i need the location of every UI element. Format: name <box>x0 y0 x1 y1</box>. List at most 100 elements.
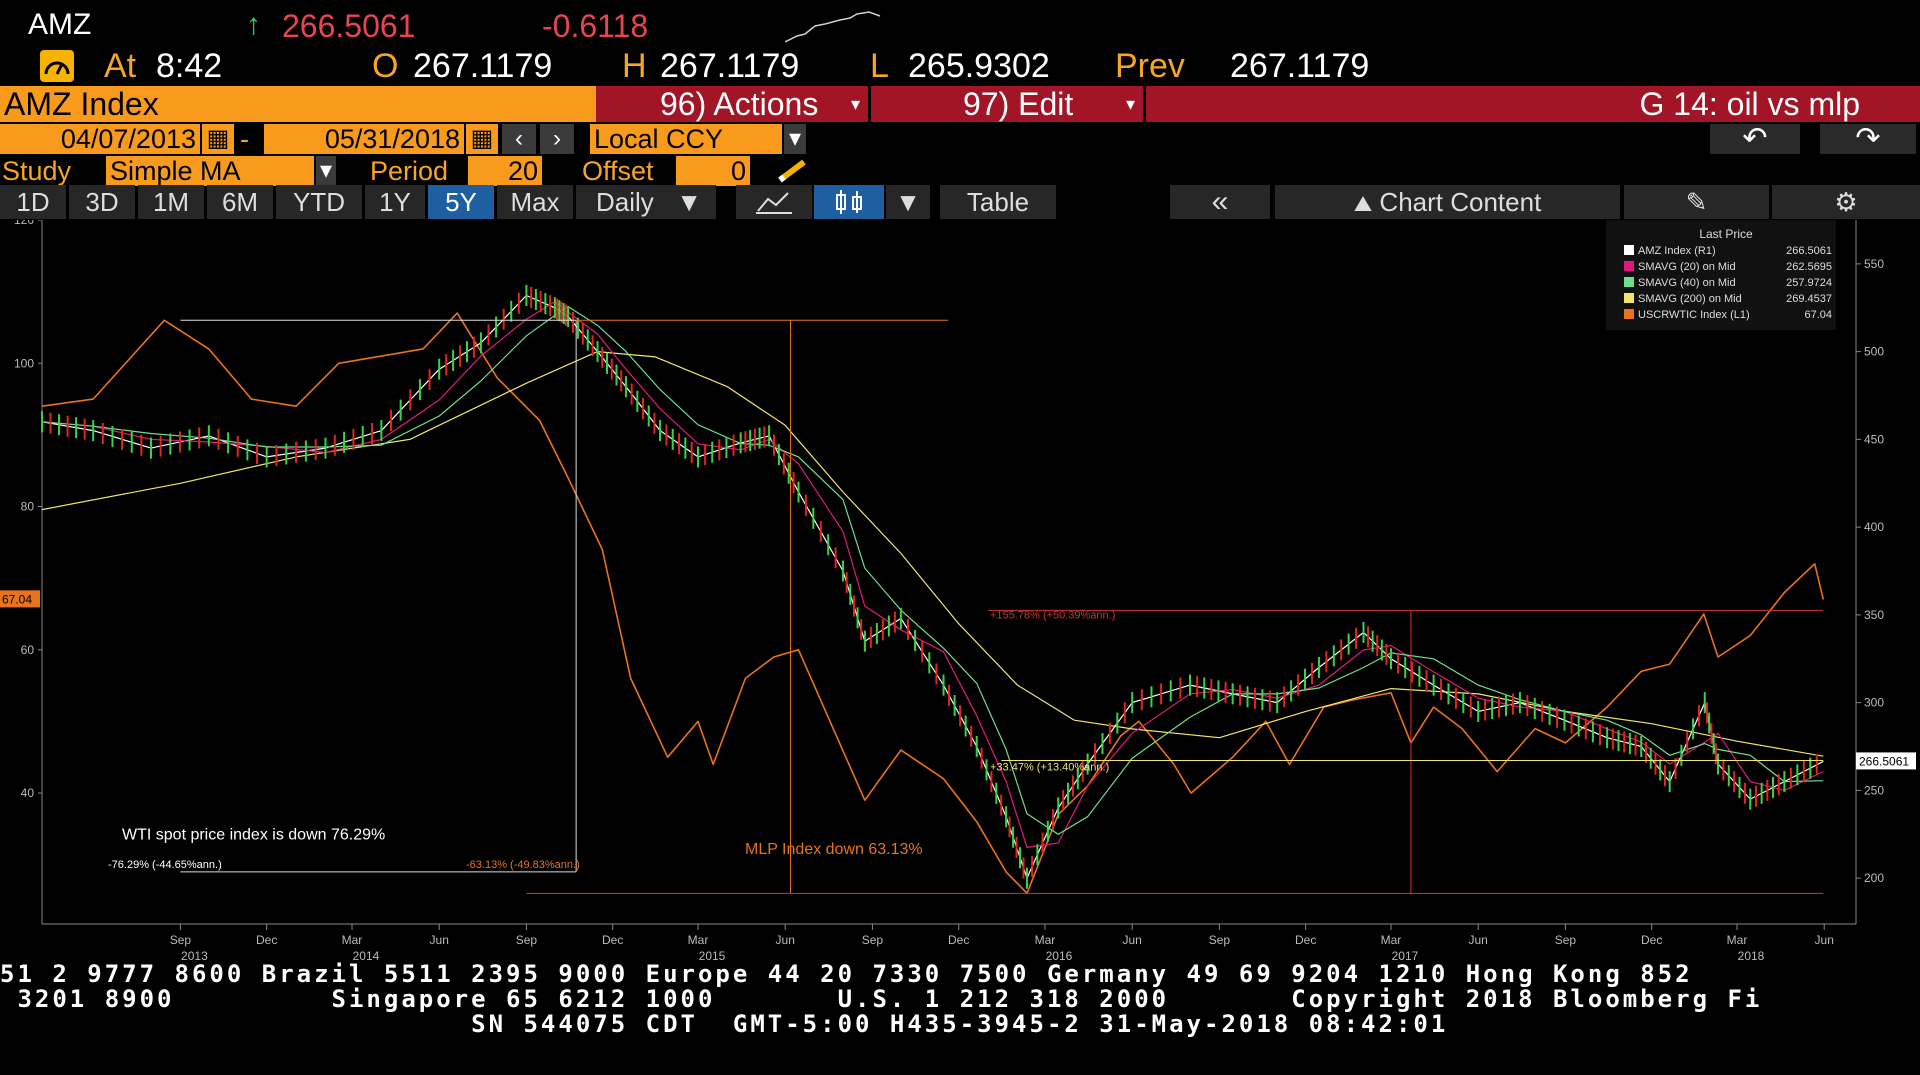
table-button[interactable]: Table <box>940 185 1056 219</box>
chevron-down-icon[interactable]: ▼ <box>886 185 930 219</box>
open-label: O <box>372 47 399 85</box>
x-tick-label: Mar <box>1381 933 1402 947</box>
edit-chart-icon[interactable]: ✎ <box>1624 185 1769 219</box>
actions-label: 96) Actions <box>660 86 819 122</box>
double-chevron-left-icon[interactable]: « <box>1170 185 1270 219</box>
legend-item-value: 257.9724 <box>1786 277 1832 289</box>
gauge-icon[interactable] <box>40 50 74 82</box>
x-tick-label: Sep <box>516 933 538 947</box>
right-tick-label: 350 <box>1864 608 1884 622</box>
chevron-right-icon[interactable]: › <box>540 124 574 154</box>
line-chart-icon[interactable] <box>736 185 812 219</box>
tab-ytd[interactable]: YTD <box>276 185 362 219</box>
pencil-icon[interactable] <box>776 156 810 184</box>
legend-box <box>1606 220 1836 330</box>
tab-1y[interactable]: 1Y <box>365 185 425 219</box>
mlp-pct-label: -63.13% (-49.83%ann.) <box>466 859 580 871</box>
chart-content-label: Chart Content <box>1379 187 1542 217</box>
left-last-label: 67.04 <box>2 592 32 606</box>
smavg-200-line <box>41 351 1824 757</box>
chart-content-button[interactable]: ⛰ Chart Content <box>1275 185 1620 219</box>
legend-swatch <box>1624 293 1634 303</box>
right-last-label: 266.5061 <box>1859 754 1909 768</box>
security-field[interactable]: AMZ Index <box>0 86 597 122</box>
low-label: L <box>870 47 889 85</box>
x-year-label: 2015 <box>699 949 726 960</box>
tab-1m[interactable]: 1M <box>138 185 204 219</box>
study-select[interactable]: Simple MA <box>106 156 314 186</box>
left-tick-label: 60 <box>21 643 35 657</box>
frequency-select[interactable]: Daily ▼ <box>576 185 716 219</box>
start-date-field[interactable]: 04/07/2013 <box>0 124 200 154</box>
offset-field[interactable]: 0 <box>676 156 750 186</box>
currency-select[interactable]: Local CCY <box>590 124 782 154</box>
date-separator: - <box>240 124 249 154</box>
right-tick-label: 400 <box>1864 520 1884 534</box>
x-tick-label: Dec <box>602 933 623 947</box>
back-arrow-icon[interactable]: ↶ <box>1710 124 1800 154</box>
edit-menu[interactable]: 97) Edit ▾ <box>871 86 1143 122</box>
left-tick-label: 80 <box>21 500 35 514</box>
high-value: 267.1179 <box>660 47 800 85</box>
chart-icon: ⛰ <box>1353 191 1373 216</box>
legend-swatch <box>1624 277 1634 287</box>
contact-line-2: 3201 8900 Singapore 65 6212 1000 U.S. 1 … <box>0 985 1763 1013</box>
candlestick-icon[interactable] <box>814 185 884 219</box>
chevron-down-icon[interactable]: ▾ <box>784 124 806 154</box>
forward-arrow-icon[interactable]: ↷ <box>1820 124 1916 154</box>
x-tick-label: Sep <box>862 933 884 947</box>
legend-item-name: SMAVG (200) on Mid <box>1638 293 1742 305</box>
chart-name-bar: G 14: oil vs mlp <box>1146 86 1920 122</box>
legend-swatch <box>1624 309 1634 319</box>
x-year-label: 2016 <box>1046 949 1073 960</box>
tab-3d[interactable]: 3D <box>69 185 135 219</box>
x-tick-label: Sep <box>1209 933 1231 947</box>
quote-time: 8:42 <box>156 47 223 85</box>
price-chart: 40 60 80 100 120 200 250 300 350 400 450 500 550 Sep 2… <box>0 220 1920 960</box>
legend-title: Last Price <box>1699 227 1753 241</box>
chevron-down-icon: ▼ <box>676 187 702 217</box>
calendar-icon[interactable]: ▦ <box>466 124 498 154</box>
edit-label: 97) Edit <box>963 86 1074 122</box>
right-tick-label: 300 <box>1864 696 1884 710</box>
frequency-label: Daily <box>596 187 654 217</box>
left-last-tag: 67.04 <box>0 590 40 608</box>
dropdown-icon: ▾ <box>850 94 860 114</box>
smavg-40-line <box>41 305 1824 836</box>
at-label: At <box>104 47 137 85</box>
study-label: Study <box>2 156 72 186</box>
calendar-icon[interactable]: ▦ <box>202 124 234 154</box>
tab-6m[interactable]: 6M <box>207 185 273 219</box>
left-last-box <box>0 590 40 608</box>
chevron-left-icon[interactable]: ‹ <box>502 124 536 154</box>
x-tick-label: Dec <box>948 933 969 947</box>
x-tick-label: Sep <box>1555 933 1577 947</box>
legend-item-value: 266.5061 <box>1786 245 1832 257</box>
tab-1d[interactable]: 1D <box>0 185 66 219</box>
x-tick-label: Jun <box>430 933 449 947</box>
mlp-annotation: MLP Index down 63.13% <box>745 841 923 858</box>
tab-max[interactable]: Max <box>497 185 573 219</box>
x-tick-label: Jun <box>776 933 795 947</box>
left-tick-label: 100 <box>14 356 34 370</box>
open-value: 267.1179 <box>413 47 553 85</box>
legend-item-value: 262.5695 <box>1786 261 1832 273</box>
x-tick-label: Sep <box>170 933 192 947</box>
prev-label: Prev <box>1115 47 1185 85</box>
period-field[interactable]: 20 <box>468 156 542 186</box>
x-tick-label: Dec <box>1641 933 1662 947</box>
x-year-label: 2017 <box>1392 949 1419 960</box>
actions-menu[interactable]: 96) Actions ▾ <box>596 86 868 122</box>
low-value: 265.9302 <box>908 47 1050 85</box>
chart-name: G 14: oil vs mlp <box>1639 86 1860 122</box>
tab-5y[interactable]: 5Y <box>428 185 494 219</box>
x-tick-label: Mar <box>342 933 363 947</box>
gear-icon[interactable]: ⚙ <box>1772 185 1920 219</box>
up-arrow-icon: ↑ <box>246 8 261 41</box>
x-tick-label: Dec <box>256 933 277 947</box>
sparkline <box>785 11 881 43</box>
end-date-field[interactable]: 05/31/2018 <box>264 124 464 154</box>
right-tick-label: 450 <box>1864 432 1884 446</box>
chevron-down-icon[interactable]: ▾ <box>316 156 336 186</box>
legend-item-name: SMAVG (20) on Mid <box>1638 261 1736 273</box>
